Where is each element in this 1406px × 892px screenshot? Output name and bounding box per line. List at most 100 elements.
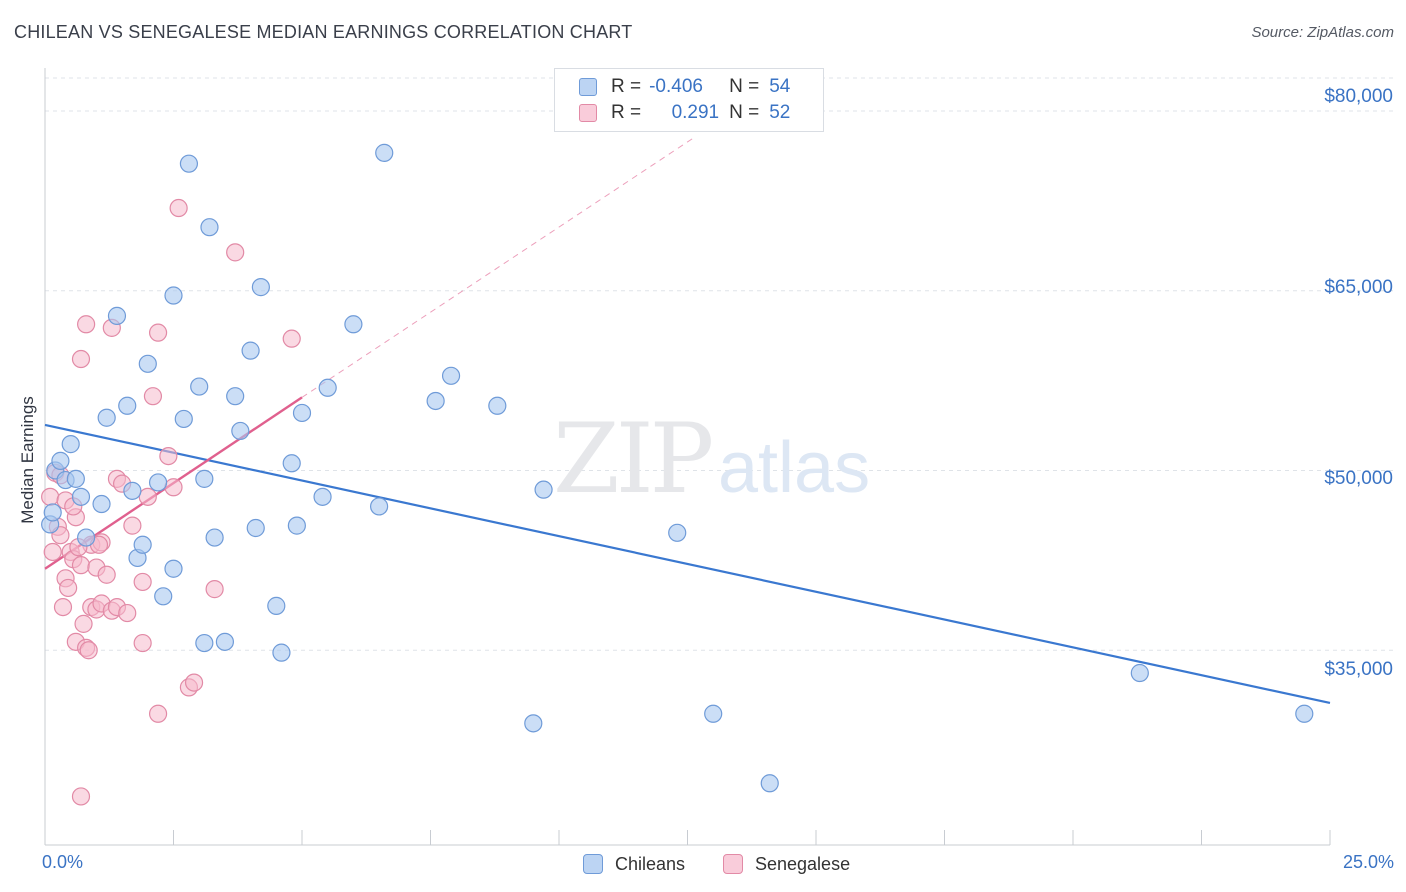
chileans-point <box>215 632 234 651</box>
chileans-point <box>375 143 394 162</box>
chileans-point <box>760 774 779 793</box>
senegalese-point <box>164 478 183 497</box>
chileans-point <box>1295 704 1314 723</box>
chileans-point <box>195 633 214 653</box>
chileans-point <box>313 487 332 506</box>
r-value: 0.291 <box>671 102 720 123</box>
chileans-trendline <box>44 423 1331 705</box>
points-layer <box>41 143 1314 806</box>
chileans-legend-label: Chileans <box>615 853 686 874</box>
chileans-point <box>287 516 306 535</box>
senegalese-point <box>282 329 301 348</box>
chileans-point <box>246 518 265 538</box>
senegalese-legend-label: Senegalese <box>755 853 851 874</box>
chileans-point <box>179 154 199 173</box>
n-value: 54 <box>769 76 791 97</box>
chileans-point <box>164 559 183 578</box>
chart-title: CHILEAN VS SENEGALESE MEDIAN EARNINGS CO… <box>14 22 633 42</box>
chileans-point <box>370 497 389 516</box>
chileans-point <box>154 587 173 606</box>
senegalese-point <box>123 516 142 535</box>
chileans-point <box>138 354 157 373</box>
senegalese-point <box>138 487 157 506</box>
y-tick-50000: $50,000 <box>1324 468 1393 489</box>
chileans-swatch <box>579 78 597 96</box>
chileans-legend-swatch <box>583 854 603 874</box>
chileans-point <box>174 409 193 429</box>
correlation-legend: R = -0.406 N = 54 R = 0.291 N = 52 <box>554 68 824 132</box>
senegalese-swatch <box>579 104 597 122</box>
chileans-point <box>344 315 363 334</box>
chileans-point <box>205 528 224 547</box>
r-label: R = <box>611 76 642 97</box>
chileans-point <box>441 366 461 385</box>
senegalese-point <box>77 315 96 334</box>
chileans-point <box>133 535 152 554</box>
chileans-point <box>164 286 183 305</box>
chileans-point <box>190 377 209 396</box>
chileans-point <box>66 469 85 488</box>
chileans-point <box>107 306 127 325</box>
chileans-point <box>267 596 286 615</box>
source-label: Source: ZipAtlas.com <box>1251 24 1394 41</box>
senegalese-point <box>41 487 60 506</box>
chileans-point <box>251 278 270 297</box>
chileans-point <box>77 528 96 547</box>
senegalese-point <box>97 565 116 584</box>
senegalese-trendline-extension <box>301 138 693 398</box>
chileans-point <box>534 480 553 499</box>
chileans-point <box>282 454 301 473</box>
r-label: R = <box>611 102 642 123</box>
watermark: ZIP atlas <box>553 403 870 515</box>
chileans-point <box>318 378 337 397</box>
senegalese-legend-swatch <box>723 854 743 874</box>
senegalese-point <box>226 243 245 262</box>
axis-layer <box>44 68 1331 846</box>
chileans-point <box>148 473 168 492</box>
senegalese-point <box>71 556 91 575</box>
senegalese-point <box>205 580 224 599</box>
n-label: N = <box>729 76 760 97</box>
senegalese-point <box>169 198 188 218</box>
chileans-point <box>272 643 291 662</box>
senegalese-point <box>79 641 98 660</box>
chileans-point <box>704 704 723 723</box>
chileans-point <box>231 421 250 441</box>
legend-row-senegalese: R = 0.291 N = 52 <box>579 101 790 125</box>
y-tick-80000: $80,000 <box>1324 86 1393 107</box>
n-value: 52 <box>769 102 791 123</box>
chileans-point <box>118 396 137 415</box>
chileans-point <box>97 408 116 427</box>
chileans-point <box>43 503 62 522</box>
chileans-point <box>668 523 687 542</box>
chileans-point <box>226 387 245 406</box>
x-tick-max: 25.0% <box>1342 852 1394 872</box>
chileans-point <box>195 469 214 488</box>
senegalese-point <box>148 704 168 723</box>
legend-chileans: Chileans <box>583 850 685 878</box>
chileans-point <box>92 494 111 514</box>
y-tick-35000: $35,000 <box>1324 659 1393 680</box>
senegalese-point <box>74 614 93 633</box>
grid-layer <box>45 77 1395 651</box>
legend-senegalese: Senegalese <box>723 850 850 878</box>
y-tick-65000: $65,000 <box>1324 277 1393 298</box>
chileans-point <box>524 714 543 733</box>
watermark-atlas: atlas <box>718 428 870 508</box>
chileans-point <box>71 487 91 506</box>
senegalese-point <box>133 633 152 653</box>
r-value: -0.406 <box>649 76 703 97</box>
senegalese-point <box>159 446 178 466</box>
senegalese-point <box>133 572 152 592</box>
senegalese-point <box>43 542 62 562</box>
senegalese-point <box>184 673 204 692</box>
chileans-point <box>1130 663 1149 683</box>
senegalese-point <box>71 787 91 806</box>
senegalese-point <box>59 578 78 598</box>
chileans-point <box>292 403 312 423</box>
senegalese-point <box>71 349 91 369</box>
chileans-point <box>426 391 445 411</box>
watermark-zip: ZIP <box>553 403 712 515</box>
legend-row-chileans: R = -0.406 N = 54 <box>579 75 790 99</box>
